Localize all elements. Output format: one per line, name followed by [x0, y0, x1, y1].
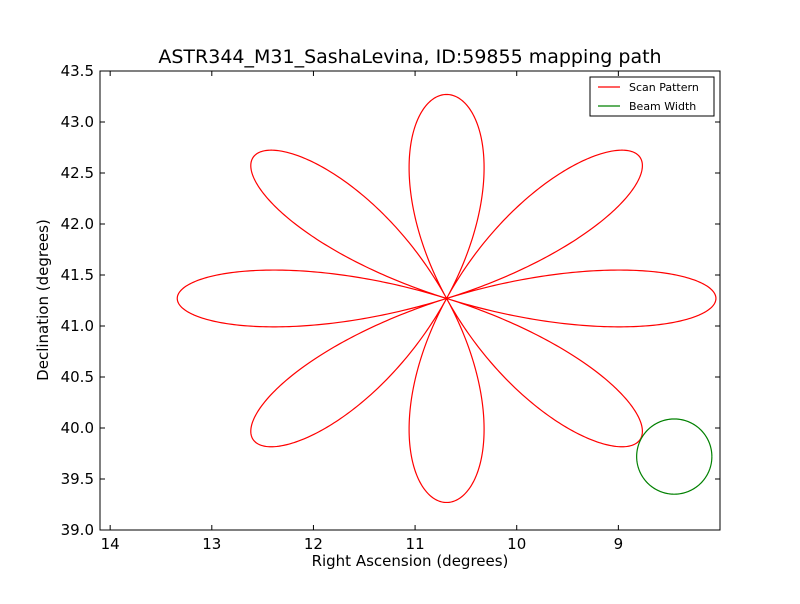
y-tick-label: 39.5 — [61, 470, 94, 488]
y-tick-label: 41.5 — [61, 266, 94, 284]
x-tick-label: 9 — [614, 535, 624, 553]
y-tick-label: 39.0 — [61, 521, 94, 539]
y-tick-label: 43.0 — [61, 113, 94, 131]
scan-pattern-line — [176, 93, 717, 504]
legend-box — [589, 76, 715, 117]
y-tick-label: 43.5 — [61, 62, 94, 80]
x-tick-label: 13 — [202, 535, 221, 553]
y-tick-label: 40.0 — [61, 419, 94, 437]
beam-width-circle — [636, 418, 713, 495]
x-tick-label: 10 — [507, 535, 526, 553]
x-axis-label: Right Ascension (degrees) — [312, 552, 509, 570]
x-axis: 14 13 12 11 10 9 — [101, 71, 624, 553]
y-tick-label: 40.5 — [61, 368, 94, 386]
x-tick-label: 11 — [406, 535, 425, 553]
legend-label-scan-pattern: Scan Pattern — [629, 81, 699, 94]
y-tick-label: 42.0 — [61, 215, 94, 233]
legend: Scan Pattern Beam Width — [589, 76, 715, 117]
plot-frame — [99, 70, 721, 531]
x-tick-label: 12 — [304, 535, 323, 553]
chart-title: ASTR344_M31_SashaLevina, ID:59855 mappin… — [158, 46, 661, 68]
y-tick-label: 42.5 — [61, 164, 94, 182]
x-tick-label: 14 — [101, 535, 120, 553]
legend-label-beam-width: Beam Width — [629, 100, 696, 113]
y-tick-label: 41.0 — [61, 317, 94, 335]
y-axis: 39.0 39.5 40.0 40.5 41.0 41.5 42.0 42.5 43.0 43.5 — [61, 62, 720, 539]
y-axis-label: Declination (degrees) — [34, 219, 52, 381]
